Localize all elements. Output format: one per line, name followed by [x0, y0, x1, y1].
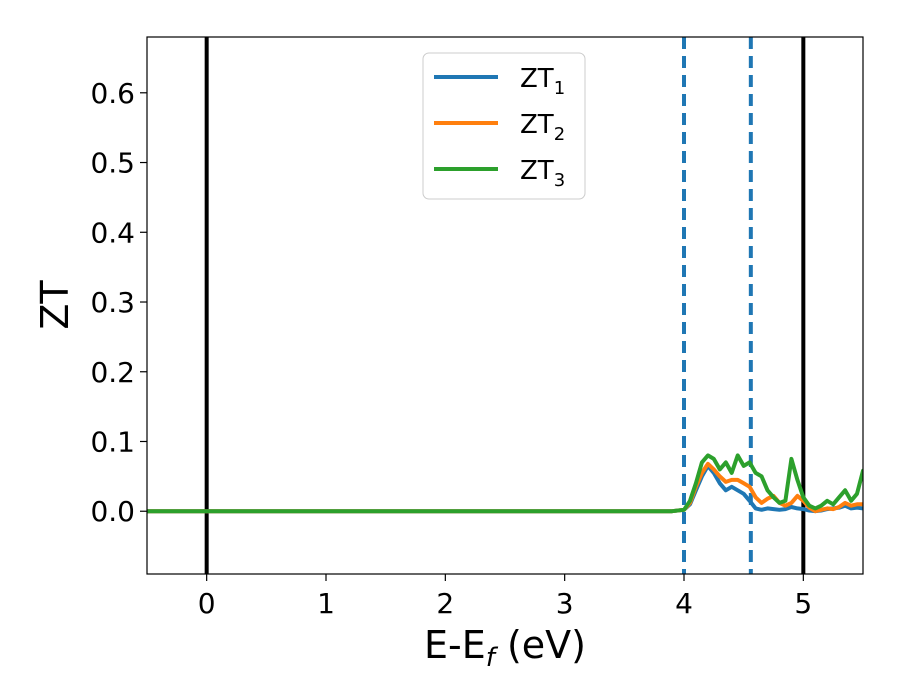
- series-lines: [147, 453, 863, 514]
- legend-label-zt-1: ZT1: [520, 64, 565, 99]
- x-axis-label-suffix: (eV): [495, 623, 586, 667]
- legend-label-zt-3: ZT3: [520, 156, 565, 191]
- series-line-zt-3: [147, 453, 863, 514]
- legend-label-zt-2: ZT2: [520, 110, 565, 145]
- y-tick-label: 0.4: [90, 216, 135, 249]
- legend: ZT1 ZT2 ZT3: [422, 52, 586, 200]
- y-tick-label: 0.1: [90, 425, 135, 458]
- series-line-zt-2: [147, 461, 863, 514]
- x-tick-label: 5: [794, 587, 812, 620]
- vertical-reference-lines: [204, 37, 806, 574]
- legend-box: [422, 52, 586, 200]
- y-axis-ticks: 0.0 0.1 0.2 0.3 0.4 0.5 0.6: [90, 77, 147, 528]
- x-tick-label: 2: [436, 587, 454, 620]
- plot-frame: [146, 36, 864, 575]
- x-axis-ticks: 0 1 2 3 4 5: [198, 574, 812, 620]
- x-tick-label: 1: [317, 587, 335, 620]
- y-tick-label: 0.3: [90, 286, 135, 319]
- y-tick-label: 0.5: [90, 147, 135, 180]
- x-axis-label: E-Ef (eV): [424, 623, 586, 673]
- x-tick-label: 0: [198, 587, 216, 620]
- y-tick-label: 0.6: [90, 77, 135, 110]
- y-tick-label: 0.0: [90, 495, 135, 528]
- x-tick-label: 3: [556, 587, 574, 620]
- y-axis-label: ZT: [33, 280, 77, 330]
- x-tick-label: 4: [675, 587, 693, 620]
- y-tick-label: 0.2: [90, 356, 135, 389]
